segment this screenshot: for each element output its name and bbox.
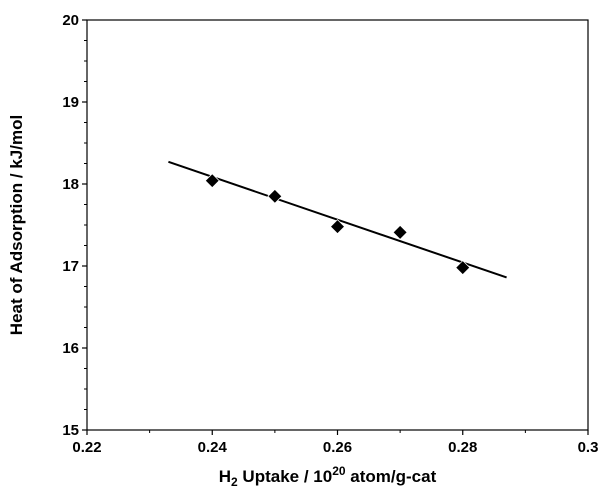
data-point-diamond [204,173,220,189]
y-tick-label: 16 [62,340,79,357]
x-axis-title-sup: 20 [332,464,346,478]
x-tick-label: 0.26 [323,439,352,456]
y-tick-label: 18 [62,176,79,193]
data-point-diamond [329,219,346,235]
y-tick-label: 20 [62,12,79,29]
x-axis-title: H2 Uptake / 1020 atom/g-cat [219,464,437,489]
x-tick-label: 0.24 [198,439,228,456]
y-axis-ticks: 15 16 17 18 19 20 [62,12,87,439]
y-tick-label: 17 [62,258,79,275]
x-tick-label: 0.22 [72,439,101,456]
x-axis-title-part: H [219,467,231,486]
y-axis-title: Heat of Adsorption / kJ/mol [7,115,26,335]
data-points [204,173,471,276]
y-tick-label: 19 [62,94,79,111]
x-axis-title-sub: 2 [231,475,238,489]
data-point-diamond [455,260,471,276]
x-axis-title-part: atom/g-cat [346,467,437,486]
x-axis-ticks: 0.22 0.24 0.26 0.28 0.3 [72,430,598,456]
y-tick-label: 15 [62,422,79,439]
data-point-diamond [392,224,408,240]
data-point-diamond [267,188,283,204]
x-axis-title-part: Uptake / 10 [238,467,333,486]
x-tick-label: 0.28 [448,439,477,456]
x-tick-label: 0.3 [578,439,598,456]
